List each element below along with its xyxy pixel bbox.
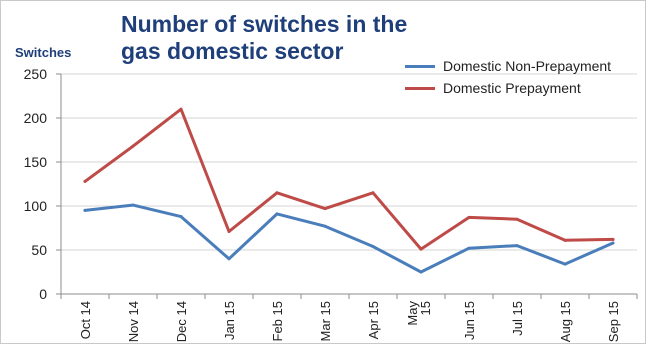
data-point-0 <box>275 212 279 216</box>
x-tick-label: 15 <box>418 301 433 315</box>
data-point-0 <box>515 244 519 248</box>
y-tick-label: 150 <box>24 154 48 170</box>
data-point-1 <box>323 207 327 211</box>
y-tick-label: 200 <box>24 110 48 126</box>
data-point-0 <box>179 215 183 219</box>
x-tick-label: Jun 15 <box>462 301 477 340</box>
legend-swatch-non-prepayment <box>405 64 435 68</box>
y-tick-label: 0 <box>39 286 47 302</box>
series-line-1 <box>83 107 615 251</box>
data-point-1 <box>611 237 615 241</box>
data-point-1 <box>467 215 471 219</box>
legend-label-prepayment: Domestic Prepayment <box>443 80 581 96</box>
data-point-0 <box>131 203 135 207</box>
x-tick-label: Sep 15 <box>606 301 621 342</box>
x-tick-label: Jan 15 <box>222 301 237 340</box>
data-point-1 <box>419 247 423 251</box>
data-point-0 <box>563 262 567 266</box>
x-tick-label: Dec 14 <box>174 301 189 342</box>
legend-label-non-prepayment: Domestic Non-Prepayment <box>443 58 612 74</box>
series-line-0 <box>83 203 615 274</box>
data-point-1 <box>275 191 279 195</box>
y-tick-label: 50 <box>31 242 47 258</box>
data-point-0 <box>227 257 231 261</box>
chart-title: Number of switches in the gas domestic s… <box>121 11 408 64</box>
x-tick-label: Aug 15 <box>558 301 573 342</box>
data-point-1 <box>131 144 135 148</box>
data-point-0 <box>323 224 327 228</box>
data-point-1 <box>515 217 519 221</box>
data-point-0 <box>83 208 87 212</box>
x-tick-label: Apr 15 <box>366 301 381 339</box>
data-point-1 <box>179 107 183 111</box>
legend-swatch-prepayment <box>405 86 435 90</box>
y-tick-label: 100 <box>24 198 48 214</box>
x-tick-label: Oct 14 <box>78 301 93 339</box>
y-tick-label: 250 <box>24 66 48 82</box>
x-tick-label: Nov 14 <box>126 301 141 342</box>
legend-item-prepayment: Domestic Prepayment <box>405 77 611 99</box>
x-tick-label: Mar 15 <box>318 301 333 341</box>
data-point-1 <box>227 230 231 234</box>
legend-item-non-prepayment: Domestic Non-Prepayment <box>405 55 611 77</box>
y-axis-label: Switches <box>15 45 72 60</box>
data-point-0 <box>611 241 615 245</box>
legend: Domestic Non-Prepayment Domestic Prepaym… <box>405 55 611 99</box>
data-point-1 <box>563 238 567 242</box>
data-point-1 <box>83 179 87 183</box>
x-tick-label: Jul 15 <box>510 301 525 336</box>
data-point-0 <box>371 244 375 248</box>
data-point-0 <box>467 246 471 250</box>
data-point-1 <box>371 191 375 195</box>
data-point-0 <box>419 270 423 274</box>
x-tick-label: May <box>405 301 420 326</box>
x-tick-label: Feb 15 <box>270 301 285 341</box>
